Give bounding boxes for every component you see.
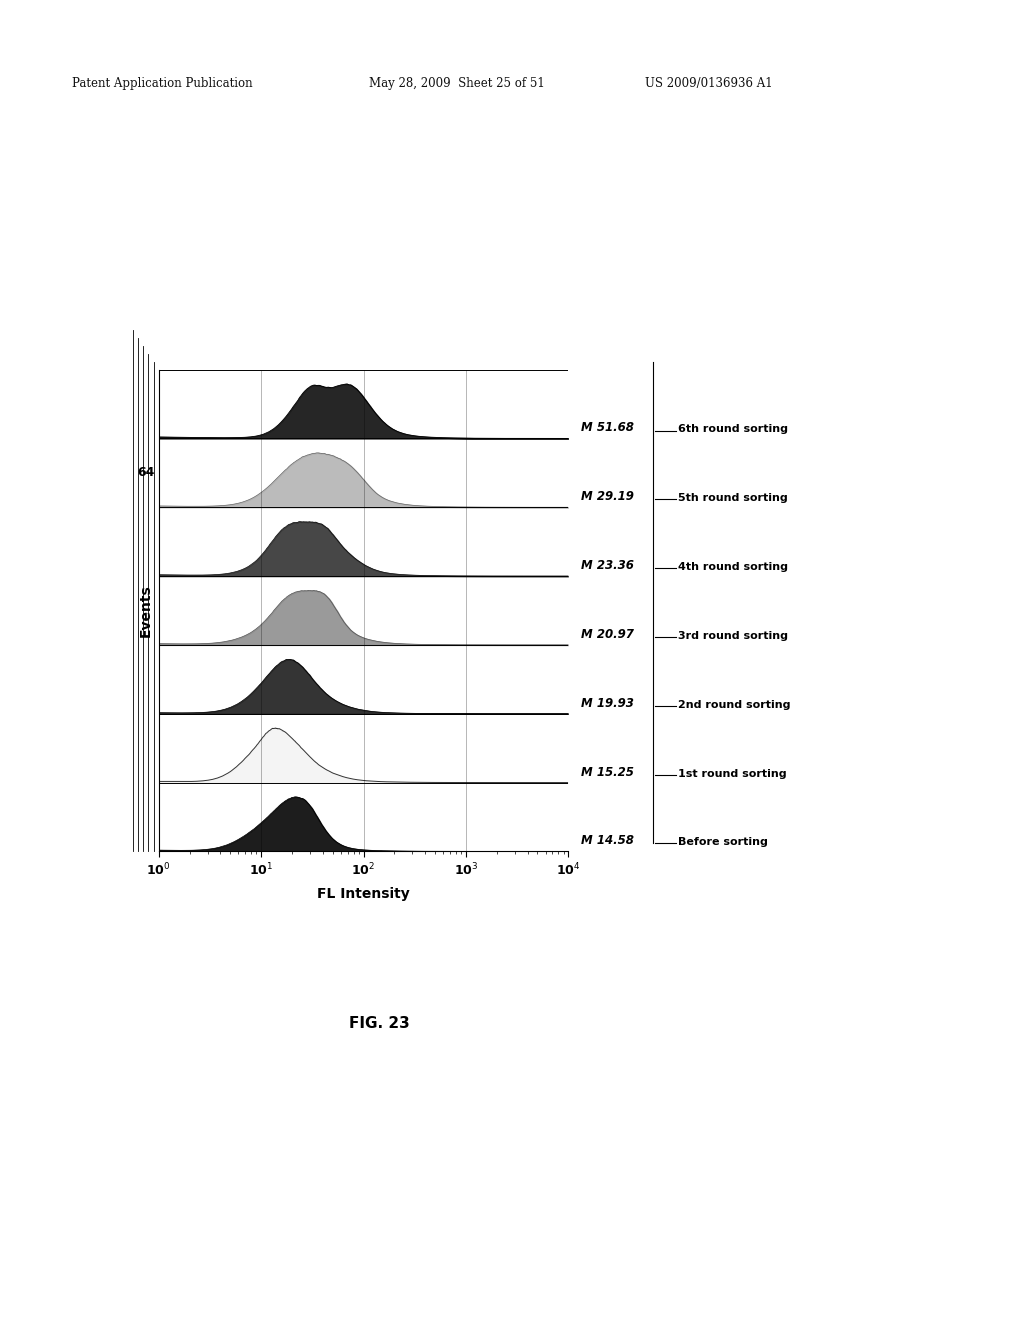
Text: US 2009/0136936 A1: US 2009/0136936 A1 xyxy=(645,77,773,90)
Text: Patent Application Publication: Patent Application Publication xyxy=(72,77,252,90)
Text: 5th round sorting: 5th round sorting xyxy=(678,494,787,503)
Text: 6th round sorting: 6th round sorting xyxy=(678,425,787,434)
Text: M 14.58: M 14.58 xyxy=(581,834,634,847)
Text: May 28, 2009  Sheet 25 of 51: May 28, 2009 Sheet 25 of 51 xyxy=(369,77,545,90)
Text: FIG. 23: FIG. 23 xyxy=(348,1015,410,1031)
Text: M 51.68: M 51.68 xyxy=(581,421,634,434)
Text: 4th round sorting: 4th round sorting xyxy=(678,562,787,572)
Text: 3rd round sorting: 3rd round sorting xyxy=(678,631,787,642)
Text: M 15.25: M 15.25 xyxy=(581,766,634,779)
Text: 2nd round sorting: 2nd round sorting xyxy=(678,700,791,710)
Text: 64: 64 xyxy=(137,466,155,479)
Text: 1st round sorting: 1st round sorting xyxy=(678,768,786,779)
Y-axis label: Events: Events xyxy=(139,585,154,636)
Text: M 19.93: M 19.93 xyxy=(581,697,634,710)
Text: Before sorting: Before sorting xyxy=(678,837,768,847)
Text: M 23.36: M 23.36 xyxy=(581,560,634,572)
Text: M 20.97: M 20.97 xyxy=(581,628,634,642)
X-axis label: FL Intensity: FL Intensity xyxy=(317,887,410,900)
Text: M 29.19: M 29.19 xyxy=(581,490,634,503)
